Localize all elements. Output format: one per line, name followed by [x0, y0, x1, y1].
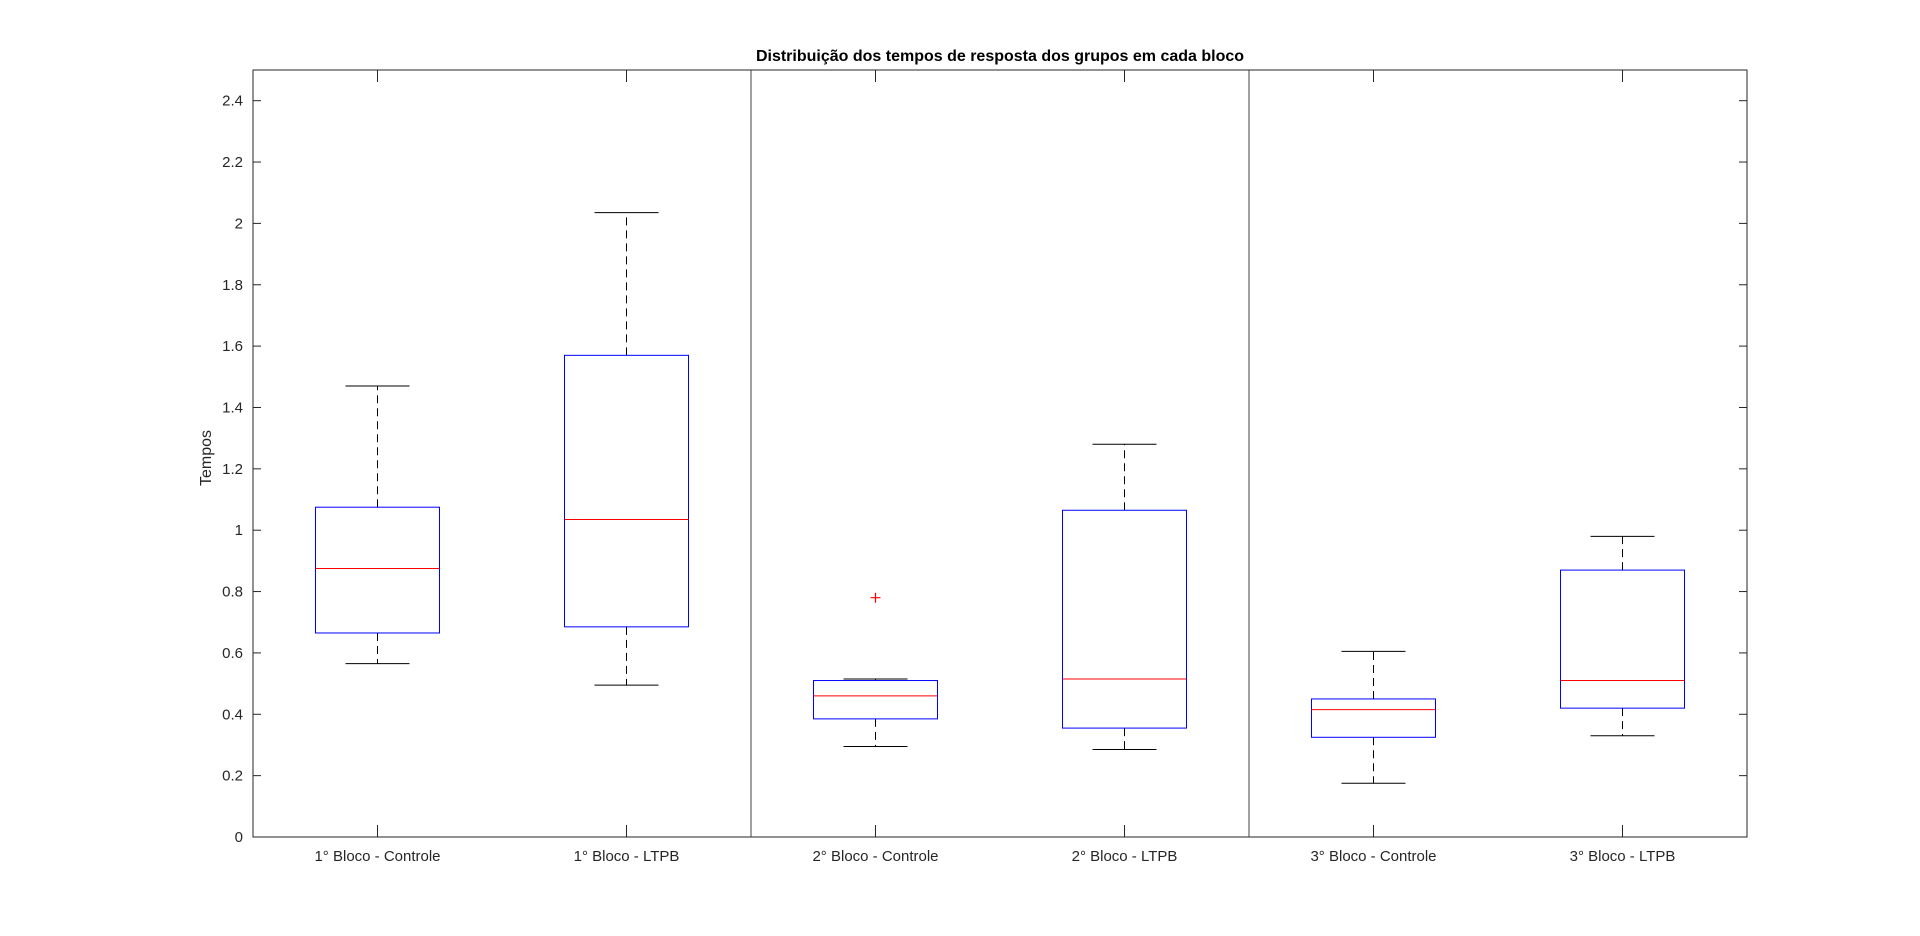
iqr-box [564, 354, 689, 628]
y-tick-label: 1.8 [222, 277, 243, 294]
iqr-box [1311, 698, 1436, 738]
iqr-box [813, 680, 938, 720]
iqr-box [315, 506, 440, 634]
x-tick-label: 1° Bloco - Controle [314, 848, 440, 865]
x-tick-label: 3° Bloco - Controle [1310, 848, 1436, 865]
y-tick-label: 1.4 [222, 399, 243, 416]
y-tick-label: 1.2 [222, 461, 243, 478]
chart-marks: 0 0.2 0.4 0.6 0.8 1 1.2 1.4 1.6 1.8 2 2.2 2.4 1° Bloc… [222, 70, 1747, 865]
y-axis-label: Tempos [198, 430, 215, 486]
y-tick-label: 2.2 [222, 154, 243, 171]
y-tick-label: 0 [235, 829, 243, 846]
y-tick-label: 2.4 [222, 93, 243, 110]
y-tick-label: 0.4 [222, 706, 243, 723]
x-tick-label: 2° Bloco - LTPB [1072, 848, 1178, 865]
y-tick-label: 0.6 [222, 645, 243, 662]
y-tick-label: 1.6 [222, 338, 243, 355]
y-tick-label: 0.2 [222, 768, 243, 785]
iqr-box [1062, 509, 1187, 729]
chart-title: Distribuição dos tempos de resposta dos … [756, 48, 1244, 65]
y-tick-label: 1 [235, 522, 243, 539]
iqr-box [1560, 569, 1685, 709]
y-tick-label: 0.8 [222, 584, 243, 601]
x-tick-label: 3° Bloco - LTPB [1570, 848, 1676, 865]
y-tick-label: 2 [235, 215, 243, 232]
x-tick-label: 2° Bloco - Controle [812, 848, 938, 865]
x-tick-label: 1° Bloco - LTPB [574, 848, 680, 865]
plot-area-frame [252, 69, 1748, 838]
outlier-marker [870, 592, 881, 603]
